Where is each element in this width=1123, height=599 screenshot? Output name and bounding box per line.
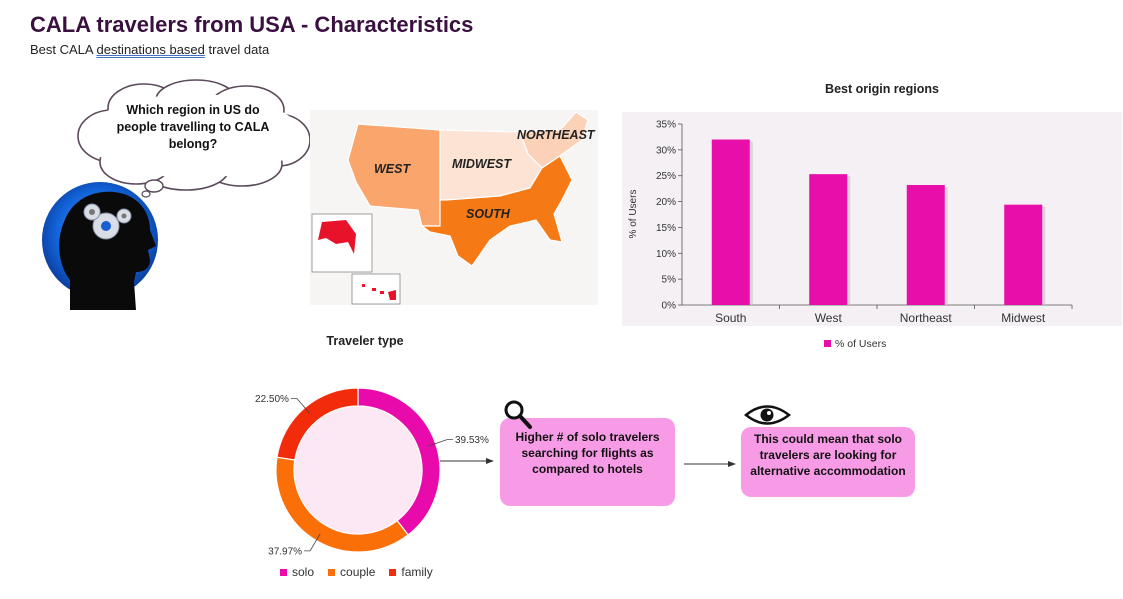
- bar-ytick-label: 10%: [656, 249, 676, 260]
- bar-xtick-label: West: [815, 311, 843, 325]
- subtitle-pre: Best CALA: [30, 42, 97, 57]
- bar-ytick-label: 5%: [662, 275, 677, 286]
- bar-west: [809, 174, 848, 305]
- bar-legend-label: % of Users: [835, 338, 886, 350]
- legend-item-couple: couple: [328, 565, 375, 579]
- bar-ytick-label: 35%: [656, 120, 676, 131]
- legend-label: couple: [340, 565, 376, 579]
- donut-data-label: 37.97%: [268, 546, 302, 557]
- bar-ytick-label: 20%: [656, 197, 676, 208]
- map-region-hawaii: [362, 284, 396, 300]
- bar-ytick-label: 30%: [656, 145, 676, 156]
- insight-callout-accommodation: This could mean that solo travelers are …: [741, 427, 915, 497]
- bar-south: [711, 139, 750, 305]
- bar-ytick-label: 0%: [662, 301, 677, 312]
- bar-xtick-label: Northeast: [900, 311, 953, 325]
- thought-cloud: [77, 79, 311, 198]
- map-label-south: SOUTH: [466, 207, 510, 221]
- donut-leader-line: [290, 398, 311, 414]
- bar-northeast: [906, 185, 945, 305]
- legend-label: solo: [292, 565, 315, 579]
- bar-chart: 0% 5% 10% 15% 20% 25% 30% 35% South West Northeas…: [628, 120, 1073, 350]
- legend-swatch: [280, 569, 287, 577]
- bar-xtick-label: South: [715, 311, 746, 325]
- map-region-south: [420, 155, 573, 267]
- donut-leader-line: [304, 533, 321, 552]
- thought-bubble-text: Which region in US do people travelling …: [116, 103, 270, 151]
- bar-chart-ylabel: % of Users: [628, 190, 639, 239]
- donut-slice-family: [276, 387, 359, 461]
- insight-callout-solo: Higher # of solo travelers searching for…: [500, 418, 675, 506]
- map-label-midwest: MIDWEST: [452, 157, 512, 171]
- legend-swatch: [328, 569, 336, 577]
- subtitle-link: destinations based: [96, 42, 205, 57]
- bar-xtick-label: Midwest: [1001, 311, 1046, 325]
- page-title: CALA travelers from USA - Characteristic…: [30, 12, 474, 37]
- legend-label: family: [401, 565, 433, 579]
- bar-ytick-label: 25%: [656, 171, 676, 182]
- head-gears-icon: [42, 182, 158, 310]
- donut-hole: [294, 406, 422, 534]
- donut-leader-line: [427, 439, 453, 447]
- bar-ytick-label: 15%: [656, 223, 676, 234]
- legend-item-solo: solo: [280, 565, 314, 579]
- bar-midwest: [1004, 204, 1043, 305]
- donut-data-label: 39.53%: [455, 435, 489, 446]
- donut-chart: 39.53% 37.97% 22.50%: [255, 387, 489, 557]
- donut-data-label: 22.50%: [255, 394, 289, 405]
- map-label-west: WEST: [374, 162, 411, 176]
- map-region-alaska: [318, 220, 356, 254]
- donut-chart-title: Traveler type: [326, 334, 404, 348]
- us-regions-map: [311, 111, 589, 305]
- map-region-northeast: [519, 111, 589, 169]
- legend-swatch: [389, 569, 397, 577]
- bar-legend-swatch: [824, 340, 831, 347]
- legend-item-family: family: [389, 565, 433, 579]
- donut-legend: solo couple family: [280, 565, 433, 579]
- page-subtitle: Best CALA destinations based travel data: [30, 42, 269, 57]
- arrow-between-callouts: [684, 461, 736, 467]
- eye-icon: [744, 405, 792, 425]
- subtitle-post: travel data: [204, 42, 270, 57]
- bar-chart-title: Best origin regions: [825, 82, 939, 96]
- map-label-northeast: NORTHEAST: [517, 128, 595, 142]
